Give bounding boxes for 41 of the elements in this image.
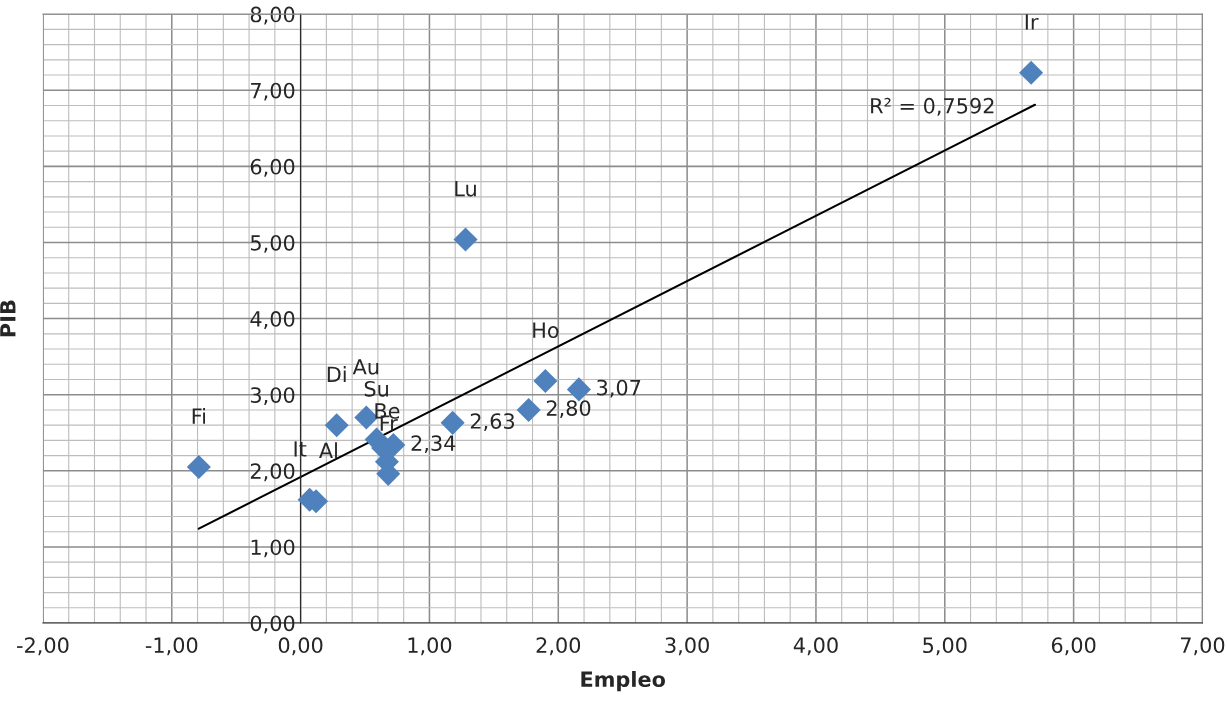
point	[1019, 60, 1044, 85]
data-label: Ir	[1025, 14, 1039, 30]
point	[566, 377, 591, 402]
data-label: Su	[364, 380, 388, 397]
x-tick-label: 5,00	[923, 637, 967, 656]
data-label: 2,80	[546, 400, 591, 419]
data-label: Di	[327, 366, 346, 382]
x-tick-label: 2,00	[536, 637, 581, 656]
x-tick-label: 6,00	[1051, 637, 1096, 656]
data-label: Ho	[533, 322, 559, 339]
data-label: Fi	[192, 407, 206, 424]
point	[453, 227, 478, 252]
point	[440, 410, 465, 435]
data-label: 2,63	[470, 413, 515, 432]
data-label: 2,34	[411, 435, 456, 454]
data-label: Lu	[455, 181, 476, 197]
point	[186, 454, 211, 480]
y-tick-label: 7,00	[251, 82, 295, 101]
x-tick-label: 3,00	[665, 637, 709, 656]
x-tick-label: -1,00	[145, 637, 198, 656]
x-tick-label: 4,00	[793, 637, 838, 656]
y-tick-label: 2,00	[250, 463, 295, 482]
y-tick-label: 1,00	[251, 539, 295, 558]
data-label: 3,07	[597, 379, 641, 398]
y-tick-label: 3,00	[250, 387, 295, 406]
y-tick-label: 6,00	[250, 158, 295, 177]
y-tick-label: 5,00	[250, 234, 295, 253]
x-tick-label: -2,00	[17, 637, 69, 656]
point	[516, 397, 541, 422]
y-tick-label: 4,00	[250, 311, 295, 329]
x-tick-label: 7,00	[1180, 637, 1225, 656]
annotation: R² = 0,7592	[871, 97, 994, 116]
y-axis-title: PIB	[0, 300, 16, 337]
x-tick-label: 1,00	[408, 637, 452, 656]
x-axis-title: Empleo	[581, 670, 666, 692]
x-tick-label: 0,00	[278, 637, 323, 656]
y-tick-label: 8,00	[250, 6, 295, 25]
point	[533, 368, 558, 394]
point	[324, 413, 349, 438]
data-label: Al	[319, 442, 337, 459]
data-label: Au	[352, 359, 379, 375]
